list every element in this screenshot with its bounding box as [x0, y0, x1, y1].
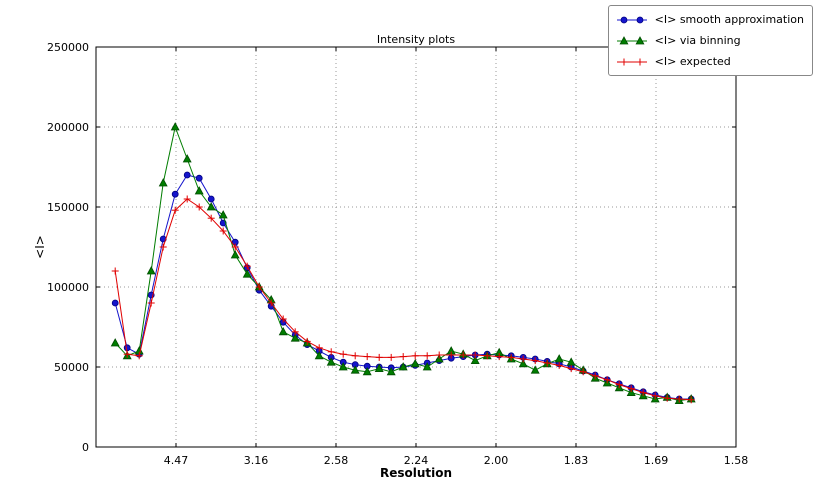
y-tick-label: 250000 — [47, 41, 89, 54]
x-tick-label: 1.58 — [724, 454, 749, 467]
marker-triangle — [110, 338, 120, 347]
y-tick-label: 0 — [82, 441, 89, 454]
marker-triangle — [326, 357, 336, 366]
x-tick-label: 2.58 — [324, 454, 349, 467]
legend-label-expected: <I> expected — [654, 55, 731, 68]
marker-triangle — [374, 363, 384, 372]
marker-triangle — [182, 154, 192, 163]
legend-label-binning: <I> via binning — [654, 34, 741, 47]
x-tick-label: 3.16 — [244, 454, 269, 467]
y-tick-label: 150000 — [47, 201, 89, 214]
marker-triangle — [554, 354, 564, 363]
x-tick-label: 4.47 — [164, 454, 189, 467]
marker-circle — [171, 190, 179, 198]
legend-plus-marker-icon — [616, 58, 647, 65]
marker-triangle — [194, 186, 204, 195]
legend-circle-marker-icon — [616, 16, 647, 23]
marker-circle — [111, 299, 119, 307]
x-tick-label: 1.69 — [644, 454, 669, 467]
legend-triangle-marker-icon — [616, 35, 647, 44]
marker-triangle — [158, 178, 168, 187]
marker-triangle — [619, 35, 629, 44]
marker-triangle — [518, 358, 528, 368]
marker-triangle — [206, 202, 216, 211]
marker-circle — [123, 344, 131, 352]
marker-circle — [183, 171, 191, 179]
legend-label-smooth: <I> smooth approximation — [654, 13, 804, 26]
marker-triangle — [146, 266, 156, 275]
marker-triangle — [278, 326, 288, 336]
marker-circle — [207, 195, 215, 203]
y-tick-label: 200000 — [47, 121, 89, 134]
legend-item-expected: <I> expected — [615, 51, 804, 72]
legend: <I> smooth approximation <I> via binning… — [607, 5, 813, 76]
y-tick-label: 100000 — [47, 281, 89, 294]
x-tick-label: 1.83 — [564, 454, 589, 467]
legend-item-binning: <I> via binning — [615, 30, 804, 51]
marker-circle — [636, 16, 644, 23]
x-tick-label: 2.24 — [404, 454, 429, 467]
marker-triangle — [530, 365, 540, 374]
x-axis-label: Resolution — [379, 466, 453, 480]
marker-circle — [620, 16, 628, 23]
marker-triangle — [230, 250, 240, 259]
marker-triangle — [398, 362, 408, 371]
marker-triangle — [410, 358, 420, 368]
marker-triangle — [242, 269, 252, 278]
marker-triangle — [422, 362, 432, 371]
marker-circle — [195, 174, 203, 182]
marker-triangle — [218, 210, 228, 219]
y-axis-label: <I> — [33, 235, 47, 259]
x-tick-label: 2.00 — [484, 454, 509, 467]
y-tick-label: 50000 — [54, 361, 89, 374]
marker-triangle — [635, 35, 645, 44]
marker-triangle — [170, 122, 180, 131]
marker-triangle — [314, 350, 324, 360]
marker-triangle — [338, 362, 348, 371]
marker-triangle — [350, 365, 360, 374]
marker-triangle — [362, 366, 372, 376]
chart-title: Intensity plots — [376, 33, 456, 46]
legend-item-smooth: <I> smooth approximation — [615, 9, 804, 30]
marker-triangle — [470, 355, 480, 364]
marker-triangle — [290, 333, 300, 342]
marker-triangle — [386, 366, 396, 376]
